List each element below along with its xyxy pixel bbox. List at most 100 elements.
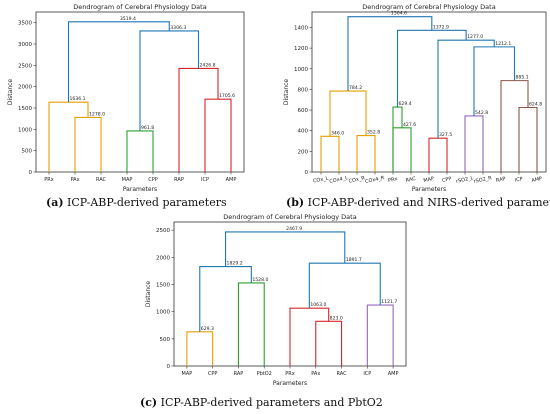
caption-c-text: ICP-ABP-derived parameters and PbtO2 <box>157 396 383 409</box>
y-axis-label-a: Distance <box>7 79 14 106</box>
caption-c-letter: (c) <box>140 396 158 409</box>
y-tick-label-a: 0 <box>29 170 33 176</box>
x-tick-label-b: CPP <box>442 176 453 184</box>
x-tick-label-a: AMP <box>226 177 237 183</box>
y-tick-label-b: 1000 <box>294 67 308 73</box>
merge-label-b: 1277.0 <box>467 34 483 40</box>
x-tick-label-b: ICP <box>514 176 523 184</box>
merge-label-b: 352.8 <box>367 130 380 136</box>
x-tick-label-b: rSO2_R <box>473 175 493 185</box>
y-tick-label-a: 3500 <box>18 21 32 27</box>
dendrogram-link-b <box>356 135 376 172</box>
merge-label-c: 2467.9 <box>286 226 302 232</box>
x-tick-label-c: CPP <box>208 371 218 377</box>
x-tick-label-a: CPP <box>148 177 158 183</box>
x-tick-label-a: PRx <box>44 177 53 183</box>
y-tick-label-a: 2000 <box>18 85 32 91</box>
chart-title-b: Dendrogram of Cerebral Physiology Data <box>362 3 495 11</box>
x-tick-label-c: RAC <box>337 371 348 377</box>
merge-label-b: 885.1 <box>516 75 529 81</box>
merge-label-b: 1504.6 <box>391 11 407 17</box>
merge-label-b: 1372.9 <box>433 24 449 30</box>
merge-label-a: 1636.1 <box>70 96 86 102</box>
merge-label-b: 1212.1 <box>495 41 511 47</box>
x-tick-label-b: RAC <box>405 176 417 184</box>
x-tick-label-b: PRx <box>388 176 399 184</box>
y-tick-label-b: 200 <box>298 149 309 155</box>
merge-label-a: 1278.0 <box>89 111 105 117</box>
merge-label-b: 327.5 <box>439 132 452 138</box>
merge-label-c: 629.3 <box>201 326 214 332</box>
y-tick-label-c: 0 <box>167 364 171 370</box>
x-tick-label-b: rSO2_L <box>456 175 475 185</box>
dendrogram-panel-c: Dendrogram of Cerebral Physiology Data 0 5… <box>140 212 410 388</box>
x-tick-label-c: ICP <box>363 371 371 377</box>
dendrogram-chart-a: Dendrogram of Cerebral Physiology Data 0 5… <box>7 3 245 193</box>
x-tick-label-c: PRx <box>285 371 294 377</box>
caption-b-letter: (b) <box>286 196 305 209</box>
dendrogram-chart-c: Dendrogram of Cerebral Physiology Data 0 5… <box>145 213 407 387</box>
caption-a: (a) ICP-ABP-derived parameters <box>46 196 227 209</box>
x-tick-label-b: AMP <box>531 176 543 184</box>
y-tick-label-a: 3000 <box>18 42 32 48</box>
caption-b-text: ICP-ABP-derived and NIRS-derived paramet… <box>304 196 550 209</box>
chart-title-c: Dendrogram of Cerebral Physiology Data <box>223 213 356 221</box>
x-tick-label-a: RAP <box>174 177 184 183</box>
y-tick-label-a: 500 <box>22 149 33 155</box>
y-tick-label-c: 500 <box>160 337 171 343</box>
y-axis-label-c: Distance <box>145 281 152 308</box>
merge-label-c: 1829.2 <box>227 261 243 267</box>
merge-label-a: 1705.6 <box>219 93 235 99</box>
x-axis-label-b: Parameters <box>412 186 446 193</box>
merge-label-c: 1528.0 <box>252 277 268 283</box>
y-tick-label-b: 400 <box>298 129 309 135</box>
x-tick-label-b: COx_L <box>313 175 330 184</box>
merge-label-b: 542.8 <box>475 110 488 116</box>
dendrogram-link-c <box>225 231 346 267</box>
x-tick-label-c: PbtO2 <box>257 371 272 377</box>
y-tick-label-b: 0 <box>305 170 309 176</box>
merge-label-b: 784.2 <box>349 85 362 91</box>
merge-label-a: 3306.3 <box>170 25 186 31</box>
y-tick-label-a: 2500 <box>18 63 32 69</box>
dendrogram-link-c <box>199 266 252 332</box>
dendrogram-link-b <box>518 106 538 172</box>
merge-label-c: 1063.0 <box>310 302 326 308</box>
dendrogram-panel-a: Dendrogram of Cerebral Physiology Data 0 5… <box>2 2 248 196</box>
dendrogram-link-b <box>392 106 403 172</box>
merge-label-c: 823.0 <box>330 315 343 321</box>
dendrogram-link-b <box>347 16 433 92</box>
merge-label-b: 346.0 <box>331 130 344 136</box>
merge-label-b: 427.6 <box>403 122 416 128</box>
caption-c: (c) ICP-ABP-derived parameters and PbtO2 <box>140 396 383 409</box>
merge-label-a: 2426.8 <box>200 62 216 68</box>
y-tick-label-b: 800 <box>298 87 309 93</box>
y-tick-label-b: 600 <box>298 108 309 114</box>
x-tick-label-c: RAP <box>234 371 244 377</box>
x-tick-label-b: COx_R <box>348 175 366 184</box>
x-tick-label-c: AMP <box>388 371 399 377</box>
dendrogram-link-b <box>396 29 467 108</box>
dendrogram-link-a <box>67 21 170 103</box>
x-tick-label-a: PAx <box>70 177 79 183</box>
merge-label-b: 624.8 <box>529 102 542 108</box>
x-tick-label-a: RAC <box>96 177 107 183</box>
x-tick-label-b: COx4_R <box>365 175 386 185</box>
caption-a-letter: (a) <box>46 196 64 209</box>
y-tick-label-c: 2000 <box>156 255 170 261</box>
dendrogram-panel-b: Dendrogram of Cerebral Physiology Data 0 2… <box>280 2 548 196</box>
x-tick-label-c: PAx <box>311 371 320 377</box>
x-tick-label-a: MAP <box>122 177 133 183</box>
dendrogram-link-b <box>428 137 448 172</box>
merge-label-a: 961.8 <box>141 125 154 131</box>
y-tick-label-b: 1400 <box>294 25 308 31</box>
merge-label-c: 1121.7 <box>381 299 397 305</box>
chart-title-a: Dendrogram of Cerebral Physiology Data <box>73 3 206 11</box>
dendrogram-chart-b: Dendrogram of Cerebral Physiology Data 0 2… <box>283 3 547 193</box>
y-tick-label-c: 1000 <box>156 310 170 316</box>
x-tick-label-b: MAP <box>423 176 435 184</box>
x-tick-label-c: MAP <box>182 371 193 377</box>
caption-b: (b) ICP-ABP-derived and NIRS-derived par… <box>286 196 550 209</box>
y-tick-label-a: 1000 <box>18 127 32 133</box>
merge-label-a: 3519.4 <box>120 16 136 22</box>
